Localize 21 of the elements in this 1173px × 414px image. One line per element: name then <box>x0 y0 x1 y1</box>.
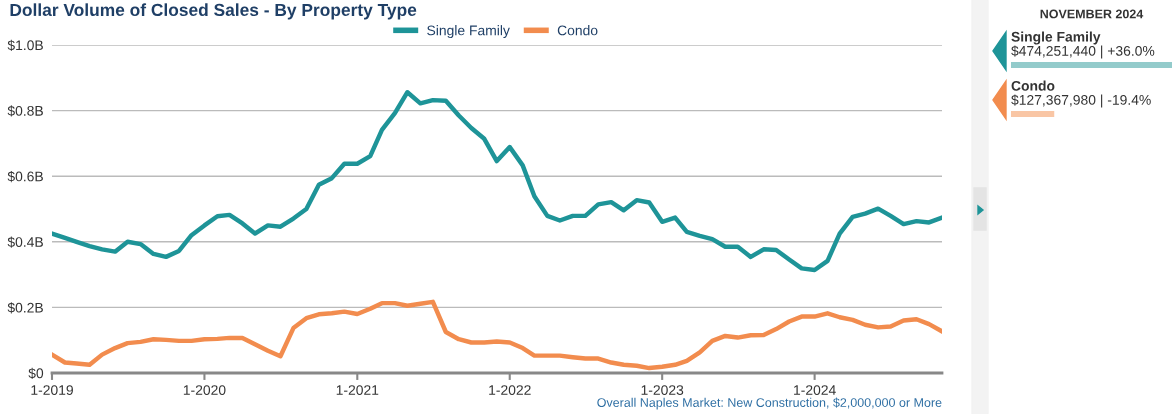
y-tick-label: $0.2B <box>7 302 43 314</box>
legend-label: Condo <box>557 25 598 36</box>
y-tick-label: $0.8B <box>7 105 43 117</box>
data-label: $127,367,980 | -19.4% <box>1011 94 1151 108</box>
y-tick-label: $1.0B <box>7 39 43 51</box>
x-tick-label: 1-2023 <box>641 385 684 396</box>
text: Overall Naples Market: New Construction, $2,000,000 or More <box>597 397 942 410</box>
y-tick-label: $0 <box>28 367 44 379</box>
legend-label: Single Family <box>427 25 510 39</box>
line-series <box>52 90 942 273</box>
chart-title: Dollar Volume of Closed Sales - By Property Type <box>10 3 417 20</box>
x-tick-label: 1-2020 <box>183 385 226 396</box>
line-series <box>52 299 942 371</box>
data-label: $474,251,440 | +36.0% <box>1011 45 1155 59</box>
y-tick-label: $0.6B <box>7 170 43 183</box>
x-tick-label: 1-2019 <box>31 385 73 396</box>
x-tick-label: 1-2024 <box>794 385 836 396</box>
chart-title: NOVEMBER 2024 <box>1040 9 1144 19</box>
x-tick-label: 1-2021 <box>336 385 379 396</box>
x-tick-label: 1-2022 <box>489 385 531 396</box>
y-tick-label: $0.4B <box>7 236 43 248</box>
